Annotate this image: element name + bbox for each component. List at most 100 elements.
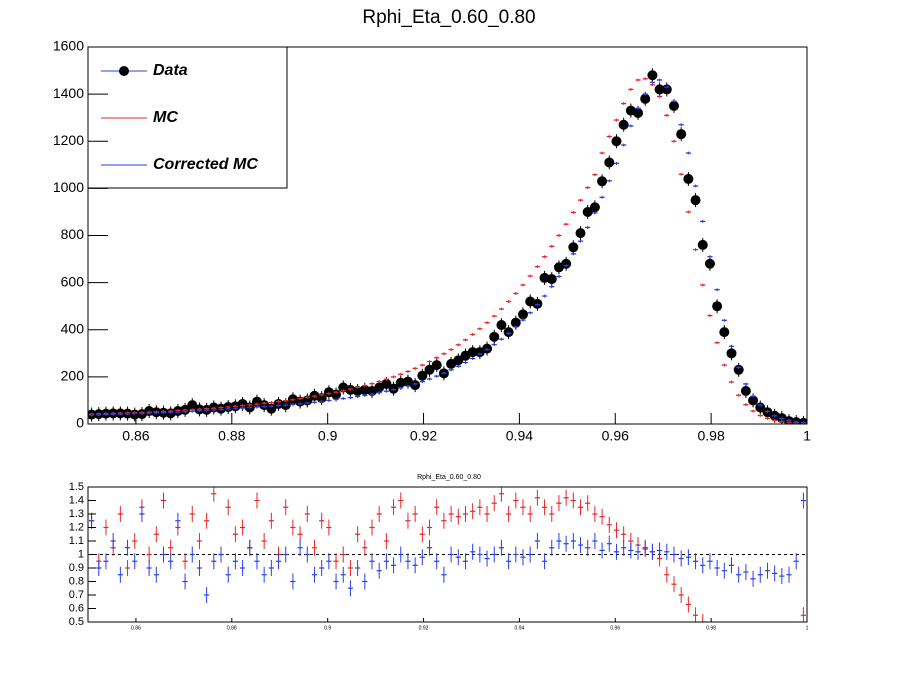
mc-bin bbox=[585, 225, 591, 229]
mc-bin bbox=[642, 92, 648, 96]
mc-bin bbox=[247, 403, 253, 407]
mc-bin bbox=[628, 124, 634, 128]
x-tick-label: 0.88 bbox=[218, 428, 245, 444]
mc-bin bbox=[513, 291, 519, 295]
ratio-point bbox=[671, 576, 677, 593]
data-point bbox=[431, 360, 442, 371]
mc-bin bbox=[779, 419, 785, 423]
ratio-point bbox=[297, 539, 303, 556]
ratio-point bbox=[383, 533, 389, 549]
mc-bin bbox=[153, 411, 159, 415]
ratio-point bbox=[707, 553, 713, 570]
mc-bin bbox=[376, 391, 382, 395]
ratio-point bbox=[506, 506, 512, 522]
mc-bin bbox=[182, 410, 188, 414]
y-tick-label: 600 bbox=[61, 273, 85, 289]
data-point bbox=[712, 301, 723, 312]
mc-bin bbox=[563, 222, 569, 226]
mc-bin bbox=[585, 186, 591, 190]
data-point bbox=[187, 400, 198, 411]
ratio-point bbox=[340, 546, 346, 563]
mc-bin bbox=[534, 265, 540, 269]
ratio-point bbox=[290, 573, 296, 590]
mc-bin bbox=[592, 173, 598, 177]
ratio-point bbox=[678, 587, 684, 603]
x-tick-label: 1 bbox=[803, 428, 811, 444]
y-tick-label: 0.7 bbox=[69, 589, 84, 601]
mc-bin bbox=[506, 299, 512, 303]
ratio-point bbox=[434, 499, 440, 516]
mc-bin bbox=[599, 195, 605, 199]
ratio-point bbox=[692, 607, 699, 622]
ratio-point bbox=[369, 553, 375, 570]
mc-bin bbox=[275, 400, 282, 404]
ratio-point bbox=[570, 533, 576, 549]
mc-bin bbox=[685, 151, 691, 155]
mc-bin bbox=[426, 360, 433, 364]
ratio-point bbox=[254, 553, 260, 570]
ratio-point bbox=[527, 546, 533, 563]
mc-bin bbox=[376, 380, 382, 384]
ratio-point bbox=[470, 543, 476, 560]
ratio-point bbox=[434, 553, 440, 570]
ratio-point bbox=[448, 506, 454, 522]
data-point bbox=[561, 258, 572, 269]
ratio-plot bbox=[88, 487, 807, 675]
ratio-point bbox=[577, 499, 584, 516]
ratio-point bbox=[764, 562, 771, 579]
mc-bin bbox=[570, 252, 576, 256]
mc-bin bbox=[398, 386, 404, 390]
mc-bin bbox=[628, 87, 634, 91]
mc-bin bbox=[592, 211, 598, 215]
data-point bbox=[582, 206, 593, 217]
ratio-point bbox=[570, 492, 576, 509]
mc-bin bbox=[455, 343, 461, 347]
mc-bin bbox=[434, 356, 440, 360]
ratio-point bbox=[758, 660, 763, 675]
mc-bin bbox=[326, 392, 332, 396]
mc-bin bbox=[297, 402, 303, 406]
ratio-point bbox=[520, 499, 526, 516]
ratio-point bbox=[160, 492, 167, 509]
mc-bin bbox=[664, 85, 670, 89]
ratio-point bbox=[678, 550, 684, 567]
mc-bin bbox=[527, 311, 533, 315]
ratio-point bbox=[390, 499, 397, 516]
ratio-point bbox=[685, 596, 691, 613]
mc-bin bbox=[124, 412, 131, 416]
ratio-point bbox=[419, 526, 425, 543]
ratio-point bbox=[786, 566, 792, 583]
mc-bin bbox=[470, 356, 476, 360]
ratio-point bbox=[793, 553, 799, 570]
ratio-point bbox=[649, 543, 656, 560]
mc-bin bbox=[355, 385, 361, 389]
mc-bin bbox=[405, 369, 411, 373]
data-point bbox=[604, 157, 615, 168]
ratio-point bbox=[398, 492, 404, 509]
legend-label: Data bbox=[153, 62, 188, 79]
mc-bin bbox=[728, 380, 735, 384]
mc-bin bbox=[362, 393, 368, 397]
ratio-point bbox=[390, 557, 397, 574]
mc-bin bbox=[448, 348, 454, 352]
mc-bin bbox=[779, 417, 785, 421]
ratio-point bbox=[692, 553, 699, 570]
mc-bin bbox=[613, 118, 620, 122]
mc-bin bbox=[304, 395, 310, 399]
x-tick-label: 0.94 bbox=[506, 428, 533, 444]
ratio-point bbox=[110, 533, 116, 549]
data-point bbox=[704, 258, 715, 269]
ratio-point bbox=[513, 546, 519, 563]
ratio-point bbox=[405, 553, 411, 570]
x-tick-label: 0.92 bbox=[419, 625, 429, 631]
ratio-point bbox=[333, 553, 339, 570]
y-tick-label: 1.2 bbox=[69, 521, 84, 533]
ratio-point bbox=[426, 519, 433, 536]
mc-bin bbox=[355, 394, 361, 398]
ratio-point bbox=[283, 499, 289, 516]
mc-bin bbox=[117, 412, 123, 416]
y-tick-label: 0 bbox=[76, 415, 84, 431]
mc-bin bbox=[448, 368, 454, 372]
ratio-point bbox=[239, 519, 246, 536]
